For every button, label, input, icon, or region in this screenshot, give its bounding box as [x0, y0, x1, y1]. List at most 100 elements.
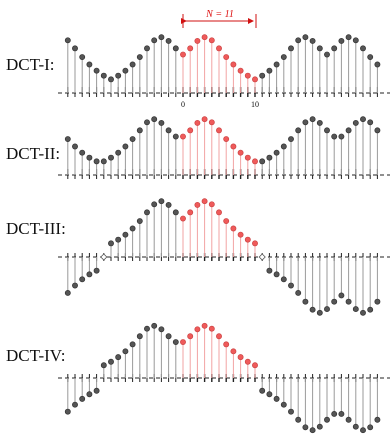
sample-point: [129, 225, 136, 232]
sample-point: [172, 133, 179, 140]
sample-point: [86, 391, 93, 398]
sample-point: [374, 61, 381, 68]
sample-point-red: [187, 209, 194, 216]
sample-point: [302, 119, 309, 126]
zero-marker-right: [258, 253, 266, 261]
sample-point: [86, 154, 93, 161]
sample-point: [108, 240, 114, 247]
sample-point: [151, 201, 158, 208]
sample-point: [266, 67, 273, 74]
sample-point: [172, 339, 179, 345]
sample-point: [72, 143, 78, 150]
sample-point-red: [194, 37, 201, 44]
sample-point-red: [252, 76, 258, 83]
sample-point-red: [216, 209, 222, 216]
sample-point: [288, 45, 294, 52]
sample-point: [288, 408, 294, 415]
sample-point: [100, 362, 107, 369]
dct-label: DCT-I:: [6, 55, 55, 74]
sample-point: [324, 306, 330, 313]
sample-point: [122, 67, 129, 74]
sample-point: [93, 387, 100, 394]
sample-point: [100, 158, 107, 165]
sample-point: [273, 61, 280, 68]
sample-point: [115, 72, 122, 79]
sample-point: [165, 37, 172, 44]
sample-point: [324, 416, 330, 423]
sample-point: [100, 72, 107, 79]
sample-point: [280, 54, 287, 60]
sample-point-red: [208, 201, 215, 208]
sample-point-red: [187, 45, 194, 52]
sample-point: [144, 119, 150, 126]
sample-point: [136, 218, 143, 224]
sample-point: [374, 298, 381, 305]
sample-point: [324, 127, 330, 134]
sample-point-red: [230, 348, 237, 355]
sample-point: [295, 416, 302, 423]
sample-point: [338, 411, 345, 417]
sample-point: [331, 298, 338, 305]
sample-point: [158, 34, 165, 41]
sample-point-red: [201, 322, 208, 329]
sample-point: [158, 198, 165, 205]
sample-point: [367, 424, 374, 431]
sample-point-red: [252, 158, 258, 165]
sample-point: [93, 67, 100, 74]
sample-point: [309, 37, 316, 44]
sample-point-red: [237, 149, 244, 156]
sample-point: [352, 119, 359, 126]
sample-point: [136, 54, 143, 60]
sample-point: [93, 158, 100, 165]
sample-point: [172, 45, 179, 52]
sample-point: [72, 401, 78, 408]
sample-point: [86, 61, 93, 68]
sample-point-red: [223, 54, 230, 60]
sample-point: [108, 154, 114, 161]
sample-point-red: [208, 119, 215, 126]
sample-point: [108, 76, 114, 83]
sample-point-red: [216, 333, 222, 340]
sample-point: [345, 298, 352, 305]
sample-point-red: [244, 236, 251, 243]
sample-point: [331, 45, 338, 52]
sample-point: [266, 154, 273, 161]
sample-point-red: [252, 240, 258, 247]
sample-point: [64, 290, 71, 296]
sample-point: [295, 37, 302, 44]
tick-label-end: 10: [251, 100, 259, 109]
sample-point: [273, 395, 280, 402]
sample-point: [374, 127, 381, 134]
sample-point: [136, 333, 143, 340]
sample-point: [288, 282, 294, 289]
sample-point: [367, 119, 374, 126]
sample-point-red: [237, 354, 244, 361]
sample-point: [316, 423, 323, 430]
sample-point: [367, 306, 374, 313]
sample-point: [115, 149, 122, 156]
sample-point: [273, 271, 280, 278]
sample-point: [259, 158, 266, 165]
sample-point: [64, 37, 71, 44]
sample-point: [115, 236, 122, 243]
sample-point: [352, 306, 359, 313]
sample-point: [295, 290, 302, 296]
sample-point-red: [201, 34, 208, 41]
sample-point: [79, 276, 86, 283]
sample-point: [374, 416, 381, 423]
sample-point-red: [230, 61, 237, 68]
sample-point-red: [237, 67, 244, 74]
sample-point: [352, 37, 359, 44]
sample-point: [266, 267, 273, 274]
sample-point-red: [187, 127, 194, 134]
sample-point-red: [216, 45, 222, 52]
zero-marker-left: [100, 253, 108, 261]
sample-point-red: [223, 341, 230, 348]
dct-panel-3: DCT-III:: [6, 198, 390, 316]
sample-point: [144, 45, 150, 52]
sample-point: [309, 306, 316, 313]
sample-point: [151, 37, 158, 44]
dct-label: DCT-II:: [6, 144, 60, 163]
sample-point: [115, 354, 122, 361]
